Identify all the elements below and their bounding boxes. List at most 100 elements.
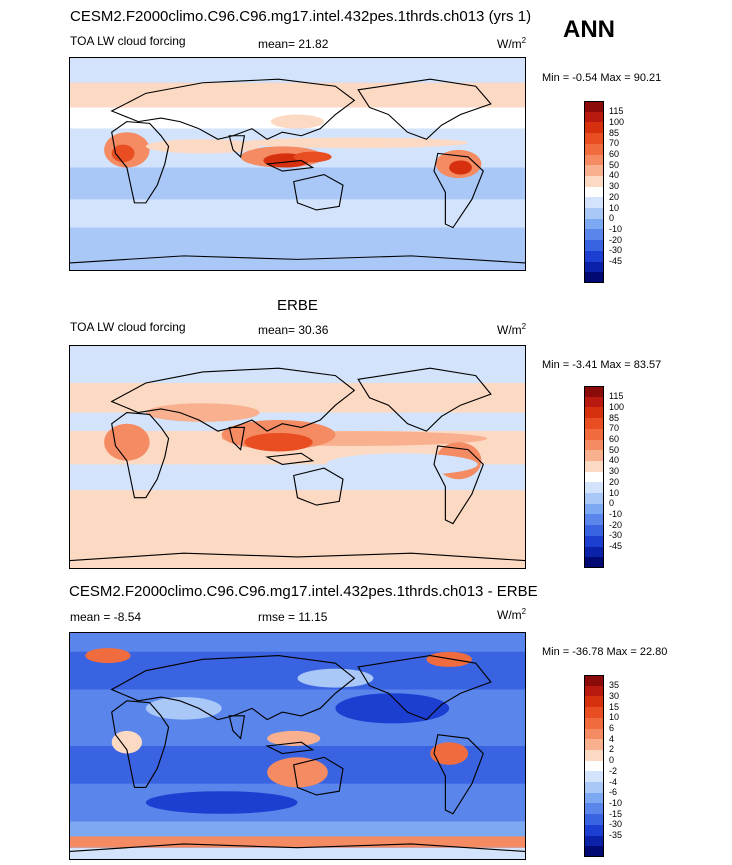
colorbar-swatch [584,482,604,494]
field-contour [107,464,260,487]
colorbar-tick-label: 115 [609,391,624,402]
colorbar-tick-label: -30 [609,819,623,830]
field-band [70,847,525,859]
field-contour [111,730,143,754]
coastline [228,135,246,159]
colorbar-swatch [584,685,604,697]
panel-3-map [69,632,526,860]
season-label: ANN [563,16,615,43]
field-contour [244,432,313,452]
colorbar-tick-label: -20 [609,519,623,530]
field-band [70,199,525,228]
panel-1-minmax: Min = -0.54 Max = 90.21 [542,72,662,84]
colorbar-tick-label: -35 [609,830,623,841]
colorbar-tick-label: 15 [609,701,620,712]
colorbar-swatch [584,154,604,166]
coastline [110,78,356,140]
colorbar-swatch [584,824,604,837]
field-band [70,633,525,652]
colorbar-swatch [584,250,604,263]
colorbar-swatch [584,439,604,451]
colorbar-swatch [584,175,604,188]
colorbar-tick-label: 100 [609,401,625,412]
colorbar-tick-label: -45 [609,541,623,552]
colorbar-tick-label: 0 [609,755,615,766]
coastline [111,412,170,499]
colorbar-swatch [584,240,604,252]
field-contour [145,403,260,422]
colorbar-tick-label: 20 [609,476,620,487]
colorbar-tick-label: 0 [609,213,615,224]
field-band [70,58,525,83]
colorbar-swatch [584,557,604,569]
panel-2-heading: ERBE [277,297,318,314]
panel-2-minmax: Min = -3.41 Max = 83.57 [542,359,662,371]
coastline [265,741,315,755]
colorbar-swatch [584,514,604,526]
field-contour [111,144,135,163]
field-contour [293,151,332,163]
colorbar-tick-label: 20 [609,191,620,202]
panel-2-mean: mean= 30.36 [258,323,329,337]
colorbar-tick-label: -30 [609,245,623,256]
coastline [293,756,344,796]
field-band [70,227,525,270]
panel-1-colorbar: 115 100 85 70 60 50 40 30 20 10 0 -10 -20 -30 -45 [584,101,624,284]
colorbar-tick-label: -4 [609,776,618,787]
field-contour [426,651,472,667]
field-contour [297,668,374,688]
field-contour [145,697,222,720]
colorbar-tick-label: -45 [609,256,623,267]
colorbar-swatch [584,261,604,273]
panel-3-heading: CESM2.F2000climo.C96.C96.mg17.intel.432p… [69,583,538,600]
colorbar-tick-label: 40 [609,170,620,181]
colorbar-tick-label: -10 [609,508,623,519]
colorbar-swatch [584,675,604,687]
colorbar-swatch [584,803,604,815]
coastline [228,426,246,451]
colorbar-swatch [584,792,604,804]
colorbar-tick-label: -30 [609,530,623,541]
field-contour [449,160,472,175]
colorbar-swatch [584,471,604,483]
colorbar-tick-label: 30 [609,181,620,192]
coastline [357,78,492,140]
field-contour [267,730,321,746]
colorbar-swatch [584,386,604,398]
colorbar-tick-label: 60 [609,149,620,160]
coastline [70,843,525,853]
colorbar-swatch [584,814,604,826]
colorbar-swatch [584,186,604,198]
coastline [265,452,315,465]
colorbar-tick-label: 2 [609,744,615,755]
colorbar-swatch [584,696,604,708]
colorbar-swatch [584,707,604,719]
colorbar-swatch [584,111,604,123]
colorbar-swatch [584,143,604,156]
colorbar-swatch [584,717,604,730]
panel-2-colorbar: 115 100 85 70 60 50 40 30 20 10 0 -10 -20 -30 -45 [584,386,624,569]
colorbar-swatch [584,229,604,241]
coastline [433,734,484,815]
colorbar-swatch [584,728,604,740]
panel-1-left-label: TOA LW cloud forcing [70,34,186,48]
colorbar-swatch [584,101,604,113]
coastline [293,174,344,211]
colorbar-swatch [584,197,604,209]
field-contour [104,423,150,461]
field-band [70,836,525,848]
colorbar-tick-label: 70 [609,138,620,149]
field-contour [240,137,469,149]
colorbar-tick-label: 100 [609,116,625,127]
colorbar-tick-label: 85 [609,412,620,423]
colorbar-swatch [584,771,604,783]
field-contour [325,453,478,476]
field-contour [430,742,469,765]
colorbar-swatch [584,782,604,794]
colorbar-tick-label: -15 [609,808,623,819]
colorbar-tick-label: 10 [609,712,620,723]
colorbar-tick-label: -10 [609,223,623,234]
field-band [70,512,525,568]
colorbar-swatch [584,535,604,548]
colorbar-tick-label: -10 [609,797,623,808]
